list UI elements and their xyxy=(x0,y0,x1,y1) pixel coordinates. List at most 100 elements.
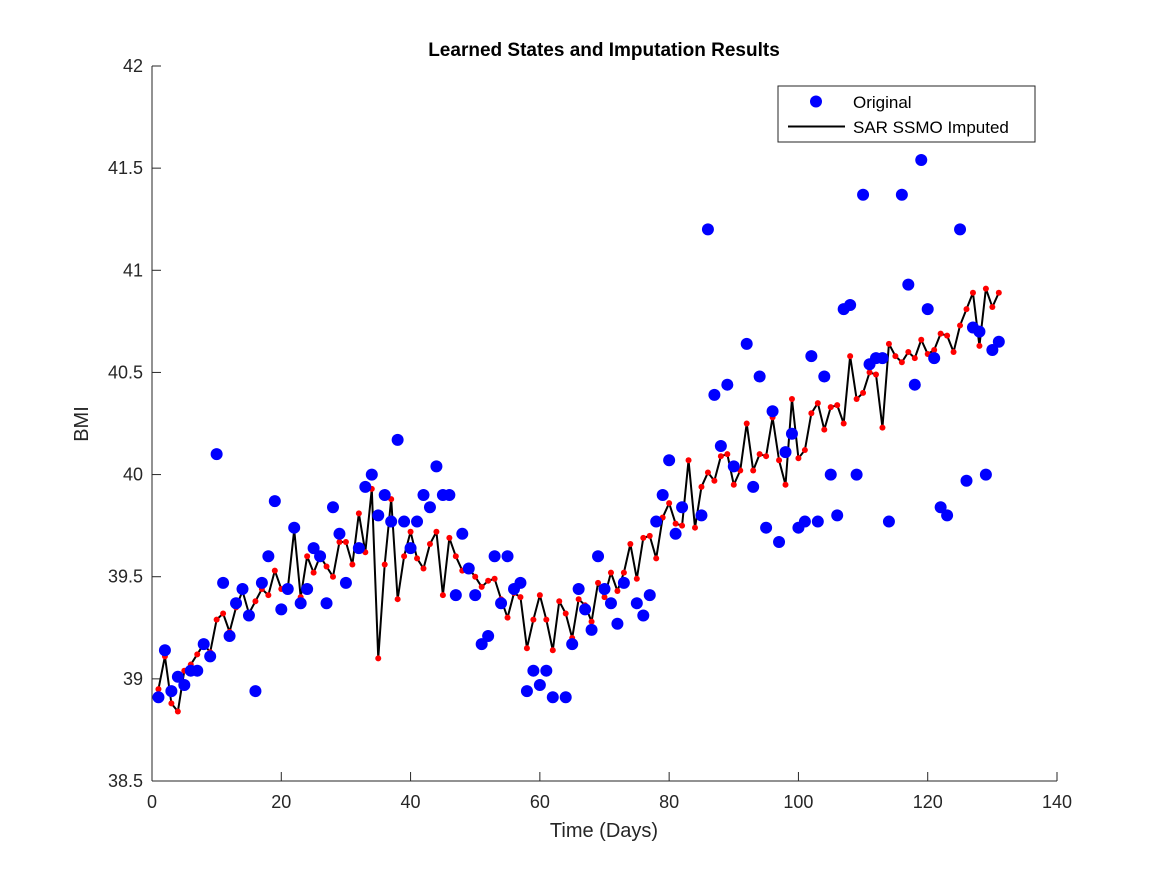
original-point xyxy=(391,433,404,446)
original-point xyxy=(566,638,579,651)
imputed-point xyxy=(607,569,614,576)
x-tick-label: 60 xyxy=(530,792,550,812)
imputed-point xyxy=(271,567,278,574)
imputed-point xyxy=(336,538,343,545)
original-point xyxy=(740,337,753,350)
imputed-point xyxy=(976,342,983,349)
imputed-point xyxy=(375,655,382,662)
original-point xyxy=(423,501,436,514)
imputed-point xyxy=(478,583,485,590)
original-point xyxy=(973,325,986,338)
original-point xyxy=(895,188,908,201)
y-tick-label: 39 xyxy=(123,669,143,689)
original-point xyxy=(359,480,372,493)
imputed-point xyxy=(575,596,582,603)
imputed-point xyxy=(627,541,634,548)
original-point xyxy=(727,460,740,473)
original-point xyxy=(643,589,656,602)
original-point xyxy=(714,439,727,452)
original-point xyxy=(281,582,294,595)
legend-original-label: Original xyxy=(853,93,912,112)
original-point xyxy=(663,454,676,467)
original-points-layer xyxy=(152,153,1005,704)
original-point xyxy=(941,509,954,522)
original-point xyxy=(333,527,346,540)
original-point xyxy=(708,388,721,401)
imputed-point xyxy=(485,577,492,584)
original-point xyxy=(462,562,475,575)
y-axis-label: BMI xyxy=(71,406,93,442)
imputed-point xyxy=(381,561,388,568)
imputed-point xyxy=(401,553,408,560)
imputed-point xyxy=(937,330,944,337)
original-point xyxy=(695,509,708,522)
original-point xyxy=(960,474,973,487)
original-point xyxy=(210,448,223,461)
original-point xyxy=(268,495,281,508)
imputed-point xyxy=(879,424,886,431)
original-point xyxy=(876,352,889,365)
imputed-point xyxy=(982,285,989,292)
original-point xyxy=(902,278,915,291)
imputed-point xyxy=(342,538,349,545)
original-point xyxy=(824,468,837,481)
legend: Original SAR SSMO Imputed xyxy=(777,85,1036,143)
original-point xyxy=(288,521,301,534)
x-tick-label: 40 xyxy=(401,792,421,812)
original-point xyxy=(223,629,236,642)
original-point xyxy=(773,535,786,548)
imputed-point xyxy=(194,651,201,658)
imputed-point xyxy=(646,532,653,539)
original-point xyxy=(178,678,191,691)
imputed-point xyxy=(950,349,957,355)
imputed-point xyxy=(885,340,892,347)
original-point xyxy=(230,597,243,610)
imputed-point xyxy=(847,353,854,360)
imputed-point xyxy=(782,481,789,488)
original-point xyxy=(165,685,178,698)
axes: 0 20 40 60 80 100 120 140 38.5 39 39.5 40 40.5 41 41.5… xyxy=(108,56,1072,812)
imputed-point xyxy=(892,353,899,360)
x-tick-label: 20 xyxy=(271,792,291,812)
imputed-point xyxy=(595,579,602,586)
imputed-point xyxy=(763,453,770,460)
imputed-point xyxy=(840,420,847,427)
imputed-point xyxy=(918,336,925,343)
original-point xyxy=(411,515,424,528)
imputed-point xyxy=(724,451,731,458)
x-tick-label: 80 xyxy=(659,792,679,812)
y-tick-label: 41.5 xyxy=(108,158,143,178)
imputed-point xyxy=(898,359,905,366)
original-point xyxy=(611,617,624,630)
y-tick-label: 41 xyxy=(123,260,143,280)
imputed-markers-layer xyxy=(155,285,1002,715)
original-point xyxy=(469,589,482,602)
original-point xyxy=(785,427,798,440)
original-point xyxy=(805,350,818,363)
original-point xyxy=(637,609,650,622)
imputed-point xyxy=(562,610,569,617)
original-point xyxy=(546,691,559,704)
imputed-point xyxy=(808,410,815,417)
original-point xyxy=(398,515,411,528)
original-point xyxy=(255,576,268,589)
imputed-point xyxy=(814,400,821,407)
imputed-point xyxy=(944,332,951,339)
imputed-point xyxy=(304,553,311,560)
original-point xyxy=(979,468,992,481)
original-point xyxy=(766,405,779,418)
original-point xyxy=(488,550,501,563)
imputed-point xyxy=(860,389,867,396)
original-point xyxy=(676,501,689,514)
imputed-point xyxy=(911,355,918,362)
original-point xyxy=(818,370,831,383)
imputed-point xyxy=(969,289,976,296)
original-point xyxy=(158,644,171,657)
imputed-point xyxy=(414,555,421,562)
original-point xyxy=(495,597,508,610)
imputed-point xyxy=(446,534,453,541)
original-point xyxy=(197,638,210,651)
original-point xyxy=(327,501,339,514)
imputed-point xyxy=(504,614,511,621)
